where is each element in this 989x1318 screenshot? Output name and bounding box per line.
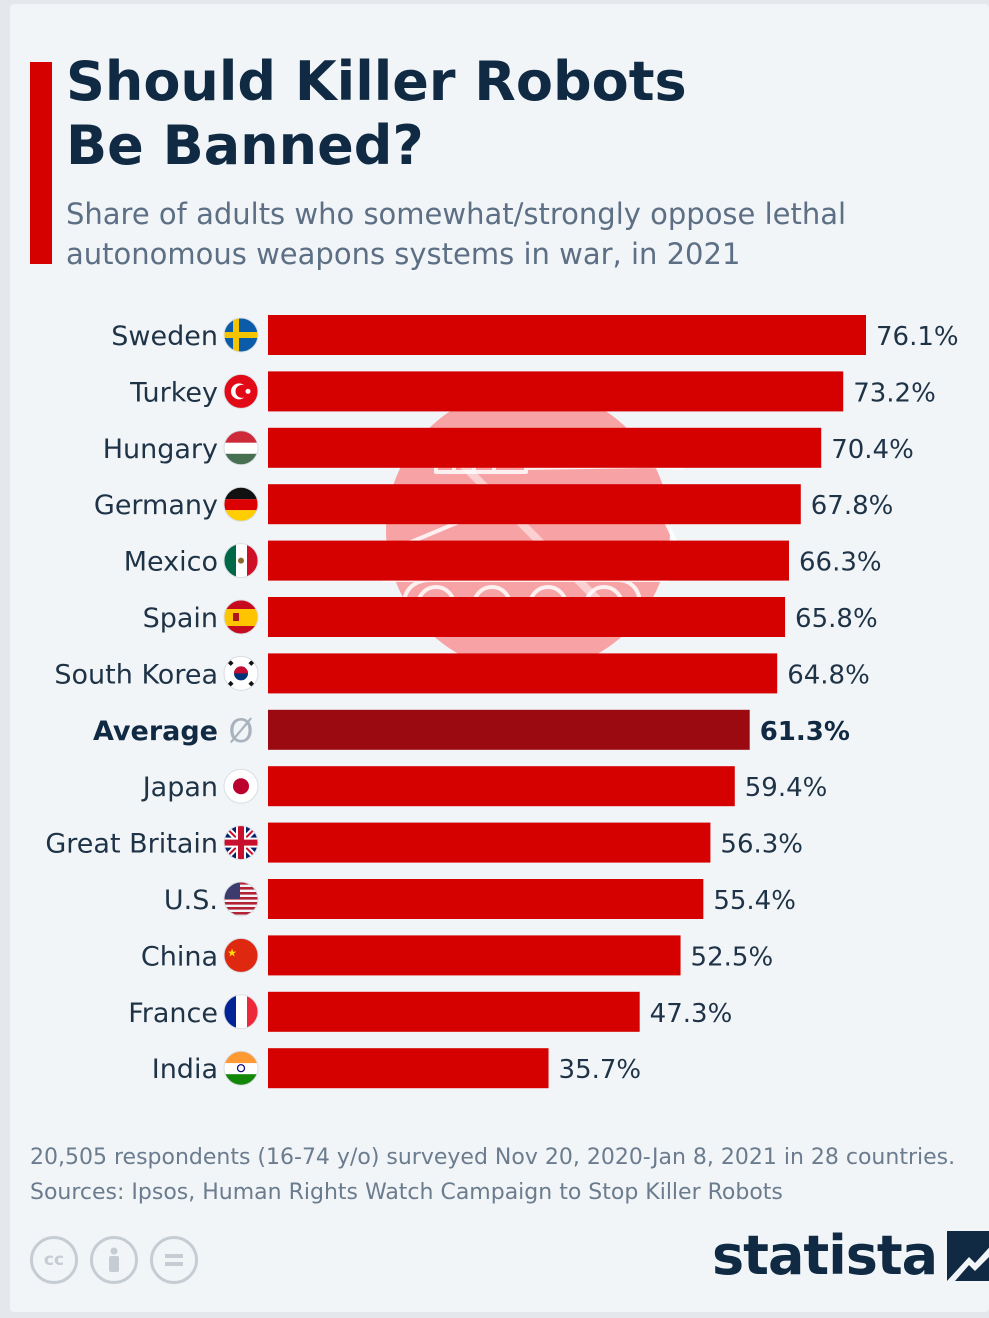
bar	[268, 597, 786, 637]
chart-subtitle: Share of adults who somewhat/strongly op…	[66, 197, 847, 271]
average-symbol-glyph: Ø	[228, 712, 253, 750]
germany-flag-icon	[223, 486, 259, 522]
brand-name: statista	[712, 1224, 938, 1287]
bar	[268, 371, 844, 412]
spain-flag-icon	[223, 599, 259, 635]
value-label: 47.3%	[650, 999, 733, 1029]
bar	[268, 822, 711, 863]
value-label: 56.3%	[720, 830, 803, 860]
category-label: Average	[93, 716, 218, 747]
svg-text:★: ★	[227, 946, 237, 959]
category-label: India	[152, 1054, 218, 1085]
value-label: 64.8%	[787, 660, 870, 690]
value-label: 61.3%	[760, 717, 850, 747]
france-flag-icon	[223, 994, 259, 1030]
category-label: China	[141, 941, 218, 972]
cc-icon[interactable]: cc	[30, 1236, 78, 1284]
india-flag-icon	[223, 1050, 259, 1086]
category-label: Spain	[143, 603, 218, 634]
category-label: Germany	[94, 490, 218, 521]
bars-layer: Sweden 76.1% Turkey 73.2% Hungary 70.4% German…	[45, 315, 959, 1089]
category-label: U.S.	[164, 885, 218, 916]
footnote: 20,505 respondents (16-74 y/o) surveyed …	[30, 1140, 980, 1210]
hungary-flag-icon	[223, 430, 259, 466]
sources-note: Sources: Ipsos, Human Rights Watch Campa…	[30, 1180, 783, 1205]
value-label: 73.2%	[853, 378, 936, 408]
category-label: Mexico	[124, 547, 218, 578]
statista-logo[interactable]: statista	[712, 1224, 989, 1287]
us-flag-icon	[223, 881, 259, 917]
bar	[268, 935, 681, 976]
bar	[268, 1048, 549, 1089]
survey-note: 20,505 respondents (16-74 y/o) surveyed …	[30, 1145, 956, 1170]
license-icons: cc	[30, 1236, 198, 1284]
great-britain-flag-icon	[223, 825, 259, 861]
value-label: 70.4%	[831, 435, 914, 465]
value-label: 55.4%	[713, 886, 796, 916]
value-label: 67.8%	[811, 491, 894, 521]
china-flag-icon: ★	[223, 937, 259, 973]
average-symbol-icon: Ø	[228, 712, 253, 750]
category-label: France	[128, 998, 218, 1029]
no-derivatives-icon[interactable]	[150, 1236, 198, 1284]
category-label: Sweden	[111, 321, 218, 352]
category-label: South Korea	[54, 659, 218, 690]
bar	[268, 766, 735, 807]
category-label: Hungary	[103, 434, 218, 465]
sweden-flag-icon	[223, 317, 259, 353]
average-bar	[268, 709, 750, 750]
bar	[268, 540, 789, 581]
value-label: 76.1%	[876, 322, 959, 352]
value-label: 66.3%	[799, 548, 882, 578]
statista-mark-icon	[947, 1230, 989, 1281]
japan-flag-icon	[223, 768, 259, 804]
value-label: 59.4%	[745, 773, 828, 803]
turkey-flag-icon	[223, 373, 259, 409]
south-korea-flag-icon	[223, 655, 259, 691]
bar	[268, 484, 801, 525]
value-label: 35.7%	[559, 1055, 642, 1085]
chart-title: Should Killer Robots Be Banned?	[66, 50, 687, 177]
value-label: 65.8%	[795, 604, 878, 634]
category-label: Japan	[141, 772, 218, 803]
attribution-icon[interactable]	[90, 1236, 138, 1284]
category-label: Turkey	[129, 377, 218, 408]
bar	[268, 991, 640, 1032]
mexico-flag-icon	[223, 543, 259, 579]
bar	[268, 427, 822, 468]
title-accent-bar	[30, 62, 52, 264]
bar	[268, 879, 704, 919]
bar	[268, 653, 778, 694]
bar	[268, 315, 866, 355]
category-label: Great Britain	[45, 829, 218, 860]
value-label: 52.5%	[691, 942, 774, 972]
